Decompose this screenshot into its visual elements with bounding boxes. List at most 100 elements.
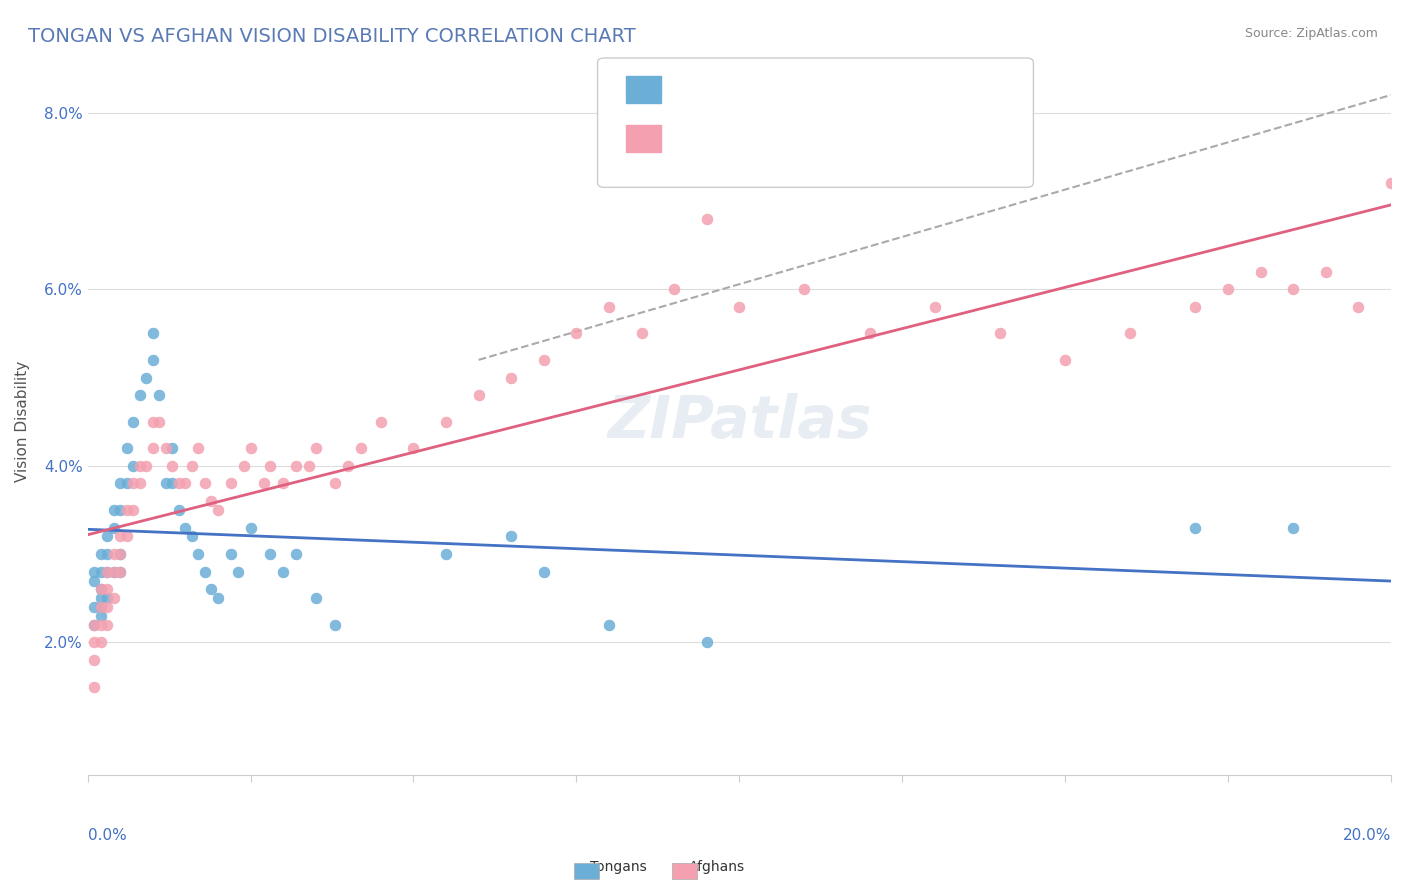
Point [662, 282, 685, 296]
Point [128, 388, 150, 402]
Point [96, 591, 118, 606]
Text: N = 55: N = 55 [851, 76, 912, 94]
Point [108, 565, 131, 579]
Point [323, 476, 346, 491]
Point [1054, 352, 1077, 367]
Point [180, 529, 202, 543]
Point [83, 617, 105, 632]
Point [90, 617, 112, 632]
Point [200, 494, 222, 508]
Point [142, 352, 165, 367]
Text: TONGAN VS AFGHAN VISION DISABILITY CORRELATION CHART: TONGAN VS AFGHAN VISION DISABILITY CORRE… [28, 27, 636, 45]
Point [1282, 520, 1305, 534]
Point [239, 520, 262, 534]
Point [103, 591, 125, 606]
Point [1282, 282, 1305, 296]
Point [90, 591, 112, 606]
Point [142, 441, 165, 455]
Text: 0.0%: 0.0% [87, 828, 127, 843]
Point [162, 476, 184, 491]
Text: Source: ZipAtlas.com: Source: ZipAtlas.com [1244, 27, 1378, 40]
Point [96, 617, 118, 632]
Point [305, 441, 328, 455]
Point [271, 476, 294, 491]
Point [194, 476, 217, 491]
Point [859, 326, 882, 341]
Point [728, 300, 751, 314]
Point [194, 565, 217, 579]
Point [83, 565, 105, 579]
Point [96, 565, 118, 579]
Point [103, 547, 125, 561]
Point [630, 326, 652, 341]
Point [128, 476, 150, 491]
Text: 20.0%: 20.0% [1343, 828, 1391, 843]
Point [90, 547, 112, 561]
Point [370, 415, 392, 429]
Point [108, 565, 131, 579]
Point [305, 591, 328, 606]
Point [1250, 264, 1272, 278]
Point [122, 503, 145, 517]
Point [83, 574, 105, 588]
Point [90, 608, 112, 623]
Point [108, 503, 131, 517]
Point [83, 600, 105, 615]
Point [135, 458, 157, 473]
Point [142, 415, 165, 429]
Point [988, 326, 1011, 341]
Point [155, 441, 177, 455]
Point [1184, 520, 1206, 534]
Point [103, 565, 125, 579]
Point [793, 282, 815, 296]
Point [90, 582, 112, 597]
Point [83, 680, 105, 694]
Point [219, 547, 242, 561]
Point [96, 582, 118, 597]
Point [103, 565, 125, 579]
Point [1315, 264, 1337, 278]
Point [83, 653, 105, 667]
Text: Tongans: Tongans [591, 860, 647, 874]
Point [155, 476, 177, 491]
Point [696, 211, 718, 226]
Point [219, 476, 242, 491]
Point [696, 635, 718, 649]
Point [285, 547, 308, 561]
Text: N = 74: N = 74 [851, 127, 912, 145]
Text: R = 0.546: R = 0.546 [672, 127, 762, 145]
Point [148, 388, 170, 402]
Point [90, 600, 112, 615]
Text: Afghans: Afghans [689, 860, 745, 874]
Text: R = 0.092: R = 0.092 [672, 76, 763, 94]
Point [565, 326, 588, 341]
Point [323, 617, 346, 632]
Point [83, 635, 105, 649]
Point [402, 441, 425, 455]
Point [259, 547, 281, 561]
Point [135, 370, 157, 384]
Point [200, 582, 222, 597]
Point [96, 565, 118, 579]
Point [501, 529, 523, 543]
Point [207, 503, 229, 517]
Point [337, 458, 360, 473]
Point [96, 529, 118, 543]
Point [174, 476, 197, 491]
Point [233, 458, 256, 473]
Point [1119, 326, 1142, 341]
Point [90, 565, 112, 579]
Point [115, 529, 138, 543]
Point [239, 441, 262, 455]
Point [167, 503, 190, 517]
Point [167, 476, 190, 491]
Point [115, 476, 138, 491]
Point [108, 547, 131, 561]
Point [187, 441, 209, 455]
Point [285, 458, 308, 473]
Point [533, 352, 555, 367]
Point [108, 547, 131, 561]
Point [122, 415, 145, 429]
Point [1379, 176, 1402, 190]
Point [226, 565, 249, 579]
